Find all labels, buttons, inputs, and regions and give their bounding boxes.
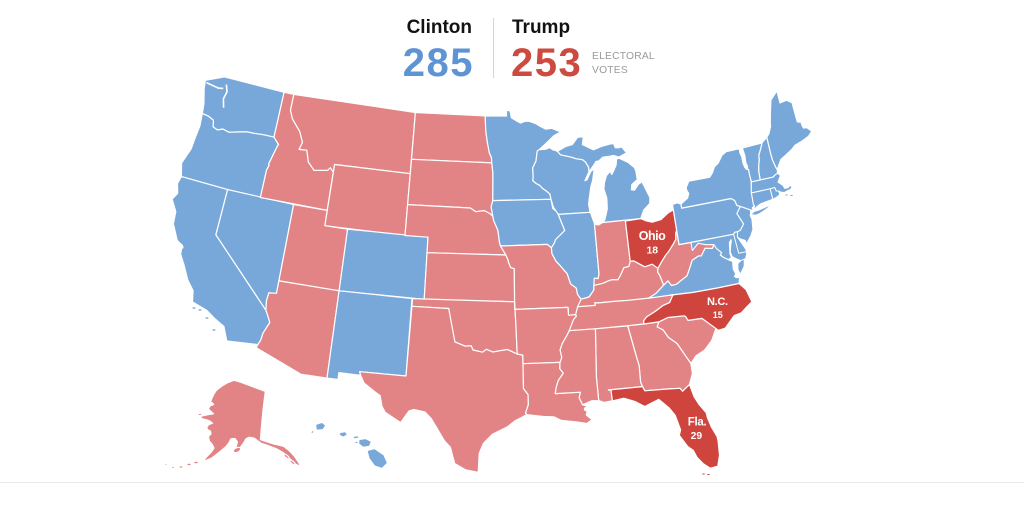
svg-text:18: 18 [646,245,658,257]
svg-text:15: 15 [713,310,723,320]
svg-text:29: 29 [691,431,703,442]
svg-text:N.C.: N.C. [707,296,728,308]
svg-text:Fla.: Fla. [688,417,707,429]
svg-text:Ohio: Ohio [639,229,666,243]
